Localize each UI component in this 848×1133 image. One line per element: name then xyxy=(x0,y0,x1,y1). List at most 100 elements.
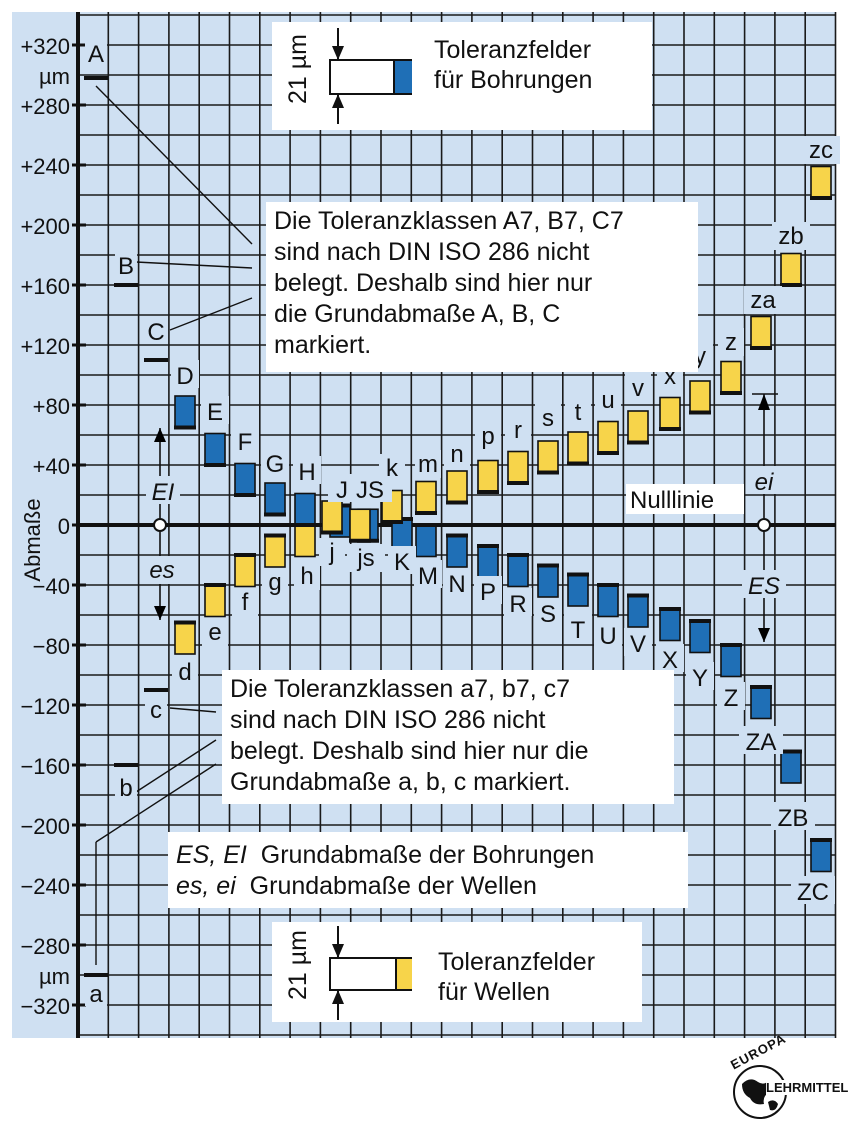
shaft-label: e xyxy=(208,619,221,646)
shaft-label: m xyxy=(418,451,438,478)
legend-bores-line2: für Bohrungen xyxy=(434,66,593,94)
connector-line xyxy=(169,297,253,331)
label-bg xyxy=(293,456,321,484)
bore-label: ZA xyxy=(746,729,777,756)
label-ES: ES xyxy=(748,573,780,600)
note-shafts-line: Grundabmaße a, b, c markiert. xyxy=(230,768,571,796)
zero-line-label: Nulllinie xyxy=(630,487,714,514)
bore-label: ZB xyxy=(778,805,809,832)
definition-bores: ES, EI Grundabmaße der Bohrungen xyxy=(176,840,688,871)
arrow-icon xyxy=(154,606,166,620)
bore-field xyxy=(477,545,499,579)
bore-field xyxy=(507,554,529,588)
tick-label-bg xyxy=(12,992,72,1018)
shaft-field xyxy=(537,440,559,474)
bore-field xyxy=(264,482,286,516)
shaft-label: f xyxy=(242,589,249,616)
label-bg xyxy=(85,980,107,1006)
label-bg xyxy=(294,562,320,590)
label-bg xyxy=(624,628,652,656)
note-shafts-line: sind nach DIN ISO 286 nicht xyxy=(230,706,546,734)
label-bg xyxy=(718,328,744,356)
shaft-label: n xyxy=(450,441,463,468)
tick-label-bg xyxy=(12,872,72,898)
tick-label-bg xyxy=(12,92,72,118)
shaft-field xyxy=(750,315,772,349)
tick-label: −320 xyxy=(20,994,70,1019)
tick-label-bg xyxy=(12,752,72,778)
label-bg xyxy=(802,136,840,164)
label-bg xyxy=(146,476,180,504)
label-bg xyxy=(347,544,385,572)
bore-label: C xyxy=(147,319,164,346)
bore-field xyxy=(597,584,619,618)
shaft-label: p xyxy=(481,423,494,450)
bore-label: T xyxy=(571,617,586,644)
shaft-label: d xyxy=(178,659,191,686)
legend-shafts-line2: für Wellen xyxy=(438,978,551,1006)
label-bg xyxy=(505,416,531,444)
bore-label: ZC xyxy=(797,879,829,906)
label-bg xyxy=(202,618,228,646)
bore-label: U xyxy=(599,623,616,650)
bore-label: Z xyxy=(724,685,739,712)
shaft-label: g xyxy=(268,569,281,596)
label-bg xyxy=(564,614,592,642)
tick-label: −120 xyxy=(20,694,70,719)
bore-label: R xyxy=(509,591,526,618)
tick-label: +200 xyxy=(20,214,70,239)
tick-label: −280 xyxy=(20,934,70,959)
label-bg xyxy=(171,360,199,388)
origin-marker xyxy=(153,518,167,532)
label-bg xyxy=(85,38,107,64)
origin-marker xyxy=(757,518,771,532)
label-bg xyxy=(415,450,441,478)
bore-label: P xyxy=(480,579,496,606)
tick-label: −80 xyxy=(33,634,70,659)
shaft-field xyxy=(264,534,286,568)
shaft-label: z xyxy=(725,329,737,356)
legend-shafts-size: 21 µm xyxy=(284,930,312,1000)
connector-line xyxy=(135,739,217,793)
note-bores-line: belegt. Deshalb sind hier nur xyxy=(274,269,593,297)
label-bg xyxy=(534,598,562,626)
note-bores-line: die Grundabmaße A, B, C xyxy=(274,300,561,328)
shaft-field xyxy=(234,554,256,588)
definition-symbols: ES, EI xyxy=(176,841,247,869)
publisher-logo: EUROPA LEHRMITTEL xyxy=(708,1031,848,1128)
label-bg xyxy=(686,662,714,690)
note-connectors xyxy=(95,85,253,965)
zero-line-label-bg xyxy=(626,484,744,514)
label-bg xyxy=(144,556,180,584)
shaft-label: k xyxy=(386,455,399,482)
tick-label-bg xyxy=(12,212,72,238)
label-bg xyxy=(145,316,167,342)
shaft-field xyxy=(349,508,371,542)
note-bores-line: sind nach DIN ISO 286 nicht xyxy=(274,238,590,266)
tick-label: +80 xyxy=(33,394,70,419)
bore-label: A xyxy=(88,41,104,68)
shaft-field xyxy=(321,500,343,534)
label-bg xyxy=(262,568,288,596)
shaft-label: b xyxy=(119,775,132,802)
label-bg xyxy=(232,588,258,616)
tick-label-bg xyxy=(12,452,72,478)
bore-field xyxy=(204,432,226,466)
label-ei: ei xyxy=(755,469,774,496)
bore-field xyxy=(627,594,649,628)
shaft-field xyxy=(780,252,802,286)
tick-label: 0 xyxy=(58,514,70,539)
shaft-label: s xyxy=(542,405,554,432)
connector-line xyxy=(95,85,253,245)
bore-field xyxy=(415,524,437,558)
legend-bores-size: 21 µm xyxy=(284,34,312,104)
shaft-label: js xyxy=(356,545,374,572)
shaft-field xyxy=(174,621,196,655)
shaft-label: a xyxy=(89,981,103,1008)
label-bg xyxy=(742,570,786,598)
shaft-label: r xyxy=(514,417,522,444)
tick-label-bg xyxy=(12,392,72,418)
label-bg xyxy=(388,546,416,574)
tick-label: −160 xyxy=(20,754,70,779)
